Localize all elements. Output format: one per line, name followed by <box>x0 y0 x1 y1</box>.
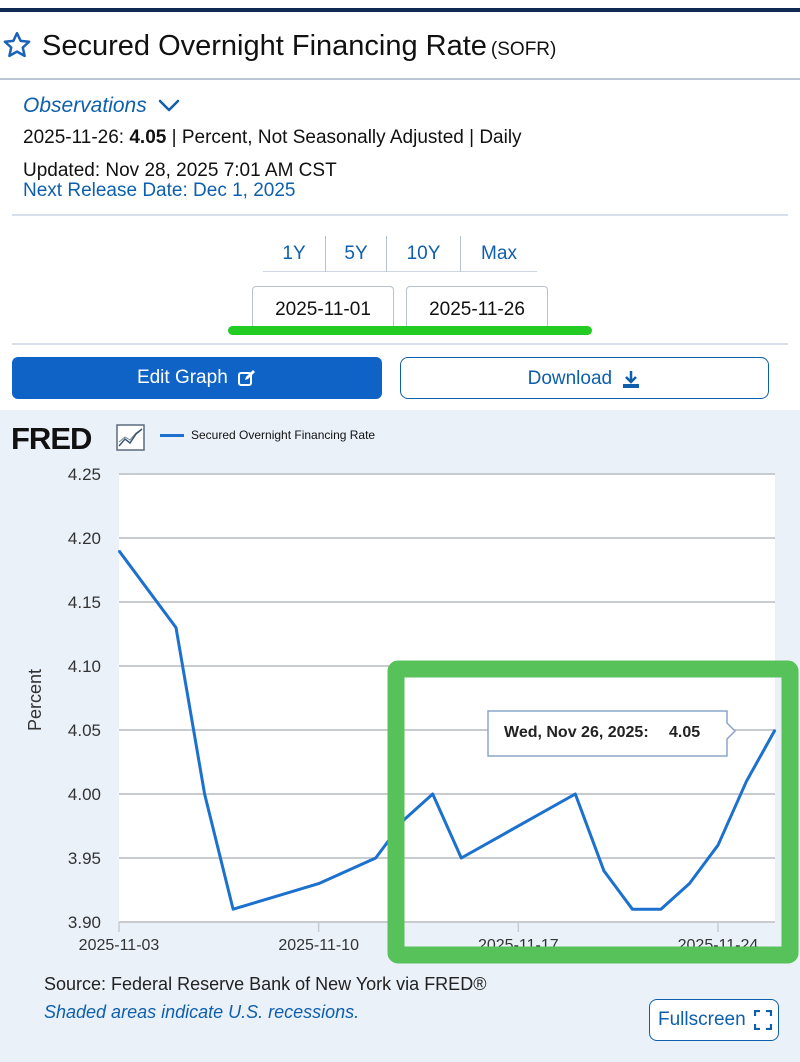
fullscreen-label: Fullscreen <box>658 1009 746 1030</box>
data-point <box>317 882 320 885</box>
divider <box>460 236 461 272</box>
download-label: Download <box>527 368 613 389</box>
data-point <box>603 870 605 872</box>
data-point <box>774 729 776 731</box>
data-point <box>431 793 434 795</box>
download-button[interactable]: Download <box>400 357 769 399</box>
range-max-button[interactable]: Max <box>461 236 537 272</box>
tooltip-box <box>487 710 737 757</box>
page-title: Secured Overnight Financing Rate (SOFR) <box>42 30 556 63</box>
star-outline-icon[interactable] <box>2 30 32 60</box>
fullscreen-button[interactable]: Fullscreen <box>649 999 779 1041</box>
x-tick-label: 2025-11-10 <box>278 937 359 954</box>
tooltip-value: 4.05 <box>669 724 700 741</box>
divider <box>386 236 387 272</box>
line-chart-icon <box>116 424 145 451</box>
data-point <box>232 908 234 910</box>
download-icon <box>623 370 640 388</box>
expand-icon <box>754 1010 772 1030</box>
observations-toggle[interactable]: Observations <box>23 94 147 117</box>
data-point <box>203 793 206 795</box>
y-axis-label: Percent <box>25 669 45 731</box>
edit-graph-button[interactable]: Edit Graph <box>12 357 382 399</box>
data-point <box>175 626 177 629</box>
edit-icon <box>238 369 256 386</box>
range-10y-button[interactable]: 10Y <box>387 236 460 272</box>
data-point <box>574 793 577 795</box>
next-release-link[interactable]: Next Release Date: Dec 1, 2025 <box>23 180 296 201</box>
range-5y-button[interactable]: 5Y <box>326 236 386 272</box>
observation-value: 4.05 <box>129 127 167 148</box>
observation-latest: 2025-11-26: 4.05 | Percent, Not Seasonal… <box>23 127 522 149</box>
series-code: (SOFR) <box>490 39 557 60</box>
updated-text: Updated: Nov 28, 2025 7:01 AM CST <box>23 160 337 181</box>
data-point <box>460 857 463 859</box>
plot-area <box>119 474 775 922</box>
source-text: Source: Federal Reserve Bank of New York… <box>44 974 487 994</box>
data-point <box>717 844 719 846</box>
range-1y-button[interactable]: 1Y <box>263 236 325 272</box>
observation-date: 2025-11-26: <box>23 127 125 148</box>
title-bar: Secured Overnight Financing Rate (SOFR) <box>0 22 800 80</box>
y-tick-label: 3.90 <box>68 913 101 932</box>
data-point <box>688 882 691 885</box>
data-point <box>660 908 662 910</box>
data-point <box>374 857 377 859</box>
legend-label: Secured Overnight Financing Rate <box>191 428 376 442</box>
highlight-frame <box>387 660 799 964</box>
x-tick-label: 2025-11-03 <box>79 937 160 954</box>
observation-details: | Percent, Not Seasonally Adjusted | Dai… <box>171 127 522 148</box>
y-tick-label: 4.00 <box>68 785 101 804</box>
divider <box>12 343 788 345</box>
recession-note-link[interactable]: Shaded areas indicate U.S. recessions. <box>44 1002 360 1022</box>
highlight-underline <box>228 326 592 335</box>
y-tick-label: 3.95 <box>68 849 101 868</box>
end-date-input[interactable]: 2025-11-26 <box>406 286 548 330</box>
fred-logo: FRED <box>11 421 92 456</box>
chevron-down-icon[interactable] <box>157 96 181 116</box>
top-border <box>0 8 800 12</box>
divider <box>12 214 788 216</box>
y-tick-label: 4.10 <box>68 657 101 676</box>
y-tick-label: 4.20 <box>68 529 101 548</box>
data-point <box>745 780 748 782</box>
divider <box>325 236 326 272</box>
y-tick-label: 4.15 <box>68 593 101 612</box>
legend-swatch <box>160 434 184 437</box>
line-chart: 4.25 4.20 4.15 4.10 4.05 4.00 3.95 3.90 Percent 2… <box>25 465 799 964</box>
edit-graph-label: Edit Graph <box>136 367 228 388</box>
data-point <box>631 908 634 910</box>
y-tick-label: 4.25 <box>68 465 101 484</box>
start-date-input[interactable]: 2025-11-01 <box>252 286 394 330</box>
tooltip-label: Wed, Nov 26, 2025: <box>504 724 649 741</box>
y-tick-label: 4.05 <box>68 721 101 740</box>
series-title: Secured Overnight Financing Rate <box>42 30 487 62</box>
data-point <box>118 550 120 552</box>
